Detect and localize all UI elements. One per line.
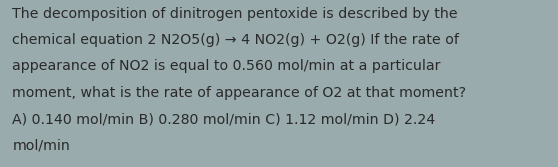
- Text: appearance of NO2 is equal to 0.560 mol/min at a particular: appearance of NO2 is equal to 0.560 mol/…: [12, 59, 441, 73]
- Text: moment, what is the rate of appearance of O2 at that moment?: moment, what is the rate of appearance o…: [12, 86, 466, 100]
- Text: The decomposition of dinitrogen pentoxide is described by the: The decomposition of dinitrogen pentoxid…: [12, 7, 458, 21]
- Text: mol/min: mol/min: [12, 139, 70, 153]
- Text: chemical equation 2 N2O5(g) → 4 NO2(g) + O2(g) If the rate of: chemical equation 2 N2O5(g) → 4 NO2(g) +…: [12, 33, 459, 47]
- Text: A) 0.140 mol/min B) 0.280 mol/min C) 1.12 mol/min D) 2.24: A) 0.140 mol/min B) 0.280 mol/min C) 1.1…: [12, 112, 436, 126]
